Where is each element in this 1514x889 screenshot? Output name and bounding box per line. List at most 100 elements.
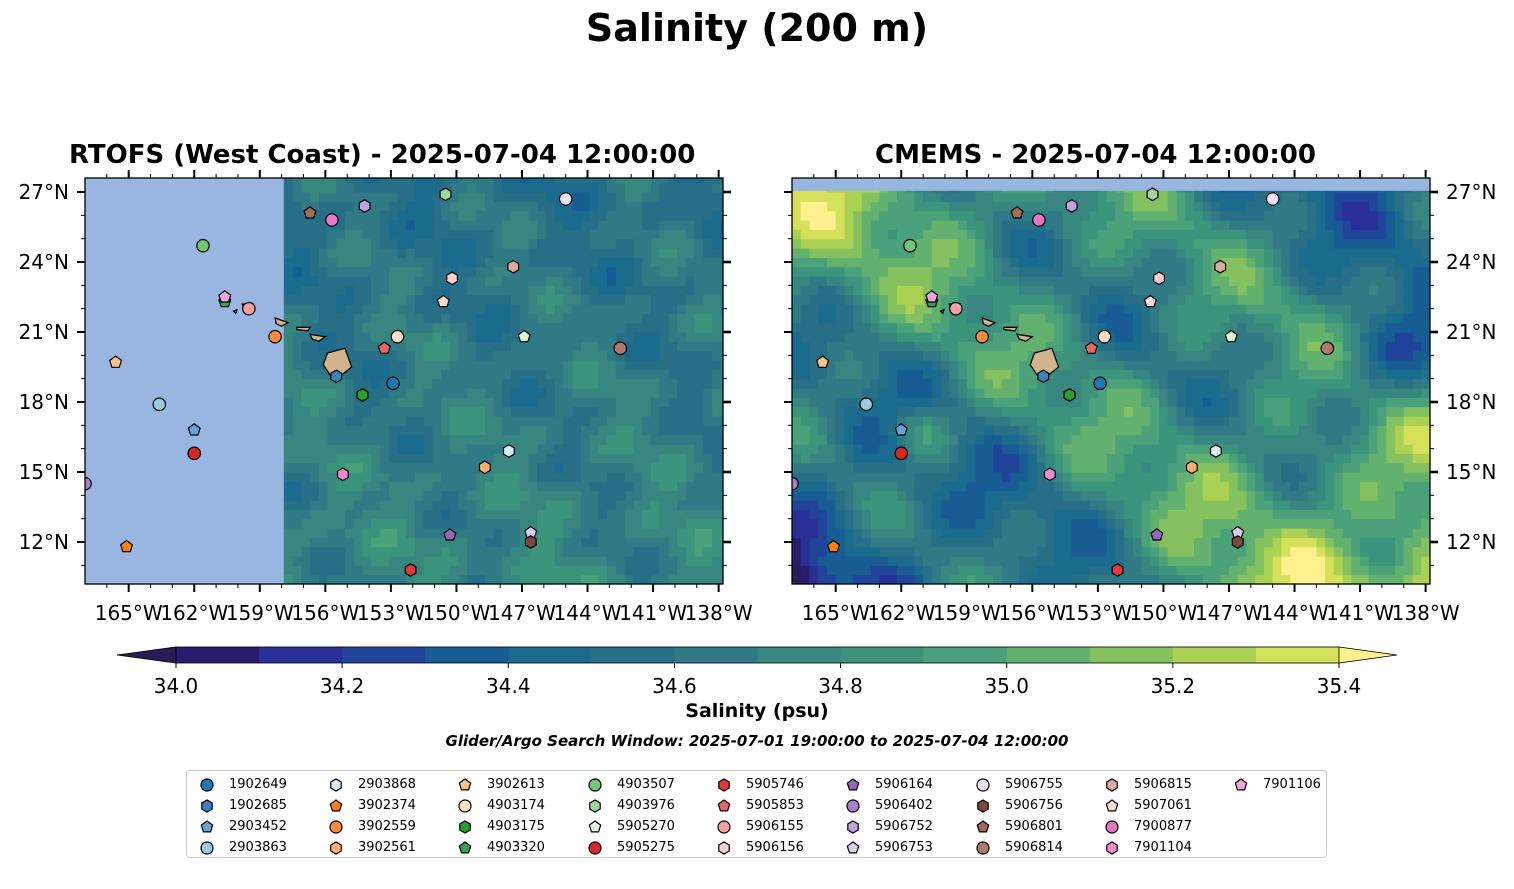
x-tick-label: 159°W [933, 601, 1001, 625]
float-marker-5906752 [1065, 199, 1078, 213]
legend-item-5907061: 5907061 [1102, 795, 1192, 816]
float-marker-5907061 [436, 294, 450, 308]
x-tick-label: 153°W [357, 601, 425, 625]
float-marker-5906815 [1214, 259, 1227, 274]
panel-frame [84, 177, 724, 585]
island-land [232, 308, 238, 315]
legend-item-1902685: 1902685 [197, 795, 287, 816]
legend-item-7900877: 7900877 [1102, 816, 1192, 837]
float-marker-5906156 [446, 271, 458, 286]
legend-label: 4903976 [617, 798, 675, 813]
legend-label: 7901106 [1263, 777, 1321, 792]
legend-item-5905853: 5905853 [714, 795, 804, 816]
float-marker-5906814 [1320, 341, 1335, 356]
legend-label: 3902613 [487, 777, 545, 792]
float-marker-1902685 [1037, 369, 1050, 384]
float-marker-5905746 [1111, 563, 1124, 577]
float-marker-3902374 [826, 539, 841, 553]
legend-item-5906756: 5906756 [973, 795, 1063, 816]
y-tick-label: 15°N [19, 460, 69, 484]
x-tick-label: 144°W [1261, 601, 1329, 625]
legend-item-4903320: 4903320 [455, 837, 545, 858]
float-marker-5906155 [242, 301, 256, 316]
hexagon-marker-icon [977, 798, 989, 813]
island-land [939, 308, 945, 315]
legend-item-4903976: 4903976 [585, 795, 675, 816]
float-marker-5906755 [1265, 192, 1280, 206]
float-marker-5905270 [517, 329, 531, 343]
x-tick-label: 144°W [554, 601, 622, 625]
float-marker-4903976 [1146, 187, 1159, 202]
x-tick-label: 147°W [1195, 601, 1263, 625]
legend-item-4903174: 4903174 [455, 795, 545, 816]
float-marker-4903175 [356, 388, 369, 402]
island-land [322, 347, 353, 382]
float-marker-7900877 [325, 213, 339, 227]
legend-item-5906402: 5906402 [843, 795, 933, 816]
float-marker-5906801 [303, 206, 317, 219]
legend-label: 3902559 [358, 819, 416, 834]
float-marker-5907061 [1143, 294, 1157, 308]
hexagon-marker-icon [1106, 840, 1118, 855]
island-land [274, 317, 290, 327]
legend-item-5906156: 5906156 [714, 837, 804, 858]
x-tick-label: 153°W [1064, 601, 1132, 625]
y-tick-label: 18°N [1446, 390, 1496, 414]
float-marker-2903863 [152, 397, 167, 412]
float-marker-7901104 [336, 467, 349, 482]
hexagon-marker-icon [1106, 777, 1118, 792]
y-tick-label: 12°N [1446, 530, 1496, 554]
legend-label: 5905853 [746, 798, 804, 813]
legend-item-5906814: 5906814 [973, 837, 1063, 858]
pentagon-marker-icon [717, 798, 731, 811]
y-tick-label: 21°N [1446, 320, 1496, 344]
float-marker-5906155 [949, 301, 963, 316]
colorbar-label: Salinity (psu) [685, 700, 829, 722]
island-land [308, 333, 327, 343]
circle-marker-icon [1105, 819, 1119, 834]
panel-frame [791, 177, 1431, 585]
float-marker-5906752 [358, 199, 371, 213]
float-marker-4903507 [196, 238, 210, 253]
legend-label: 1902685 [229, 798, 287, 813]
circle-marker-icon [458, 798, 472, 813]
circle-marker-icon [846, 798, 860, 813]
float-marker-7900877 [1032, 213, 1046, 227]
legend-item-1902649: 1902649 [197, 774, 287, 795]
colorbar-tick-label: 34.6 [652, 674, 697, 698]
colorbar-swatch [508, 647, 592, 663]
colorbar-swatch [1255, 647, 1340, 663]
legend-label: 4903507 [617, 777, 675, 792]
colorbar-swatch [259, 647, 343, 663]
float-marker-2903452 [894, 423, 908, 436]
legend-label: 5907061 [1134, 798, 1192, 813]
legend-label: 2903868 [358, 777, 416, 792]
x-tick-label: 138°W [685, 601, 753, 625]
pentagon-marker-icon [329, 798, 343, 811]
float-marker-3902374 [119, 539, 134, 553]
x-tick-label: 150°W [422, 601, 490, 625]
x-tick-label: 165°W [95, 601, 163, 625]
hexagon-marker-icon [718, 840, 730, 855]
legend-label: 3902374 [358, 798, 416, 813]
float-marker-5906756 [1231, 535, 1244, 549]
legend-label: 7900877 [1134, 819, 1192, 834]
float-marker-4903976 [439, 187, 452, 202]
legend-item-4903175: 4903175 [455, 816, 545, 837]
colorbar-swatch [1172, 647, 1257, 663]
colorbar-under-extension [116, 646, 177, 664]
legend-item-2903452: 2903452 [197, 816, 287, 837]
cmems-map-panel: 165°W162°W159°W156°W153°W150°W147°W144°W… [784, 170, 1496, 625]
legend-label: 5905275 [617, 840, 675, 855]
pentagon-marker-icon [458, 840, 472, 853]
legend-item-4903507: 4903507 [585, 774, 675, 795]
x-tick-label: 150°W [1129, 601, 1197, 625]
colorbar-swatch [1006, 647, 1091, 663]
float-marker-5906815 [507, 259, 520, 274]
float-marker-7901106 [218, 290, 232, 303]
float-marker-7901106 [925, 290, 939, 303]
legend-item-2903863: 2903863 [197, 837, 287, 858]
legend-label: 5906814 [1005, 840, 1063, 855]
y-tick-label: 24°N [1446, 250, 1496, 274]
float-marker-5905746 [404, 563, 417, 577]
